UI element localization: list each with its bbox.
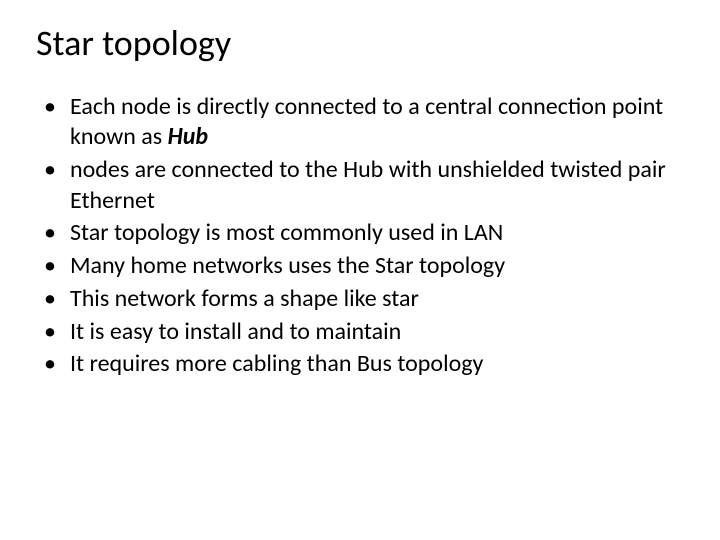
bullet-text-pre: Many home networks uses the Star topolog… [70, 251, 505, 280]
bullet-text-pre: It is easy to install and to maintain [70, 317, 401, 346]
slide: Star topology Each node is directly conn… [0, 0, 720, 540]
list-item: Each node is directly connected to a cen… [36, 92, 684, 153]
bullet-text-pre: This network forms a shape like star [70, 284, 419, 313]
list-item: Many home networks uses the Star topolog… [36, 251, 684, 282]
list-item: It is easy to install and to maintain [36, 317, 684, 348]
bullet-text-pre: It requires more cabling than Bus topolo… [70, 349, 483, 378]
slide-title: Star topology [36, 24, 684, 64]
bullet-text-pre: Each node is directly connected to a cen… [70, 92, 663, 152]
bullet-text-bold: Hub [168, 122, 208, 151]
list-item: It requires more cabling than Bus topolo… [36, 349, 684, 380]
bullet-text-pre: nodes are connected to the Hub with unsh… [70, 155, 666, 215]
list-item: Star topology is most commonly used in L… [36, 218, 684, 249]
bullet-text-pre: Star topology is most commonly used in L… [70, 218, 503, 247]
list-item: This network forms a shape like star [36, 284, 684, 315]
list-item: nodes are connected to the Hub with unsh… [36, 155, 684, 216]
bullet-list: Each node is directly connected to a cen… [36, 92, 684, 380]
